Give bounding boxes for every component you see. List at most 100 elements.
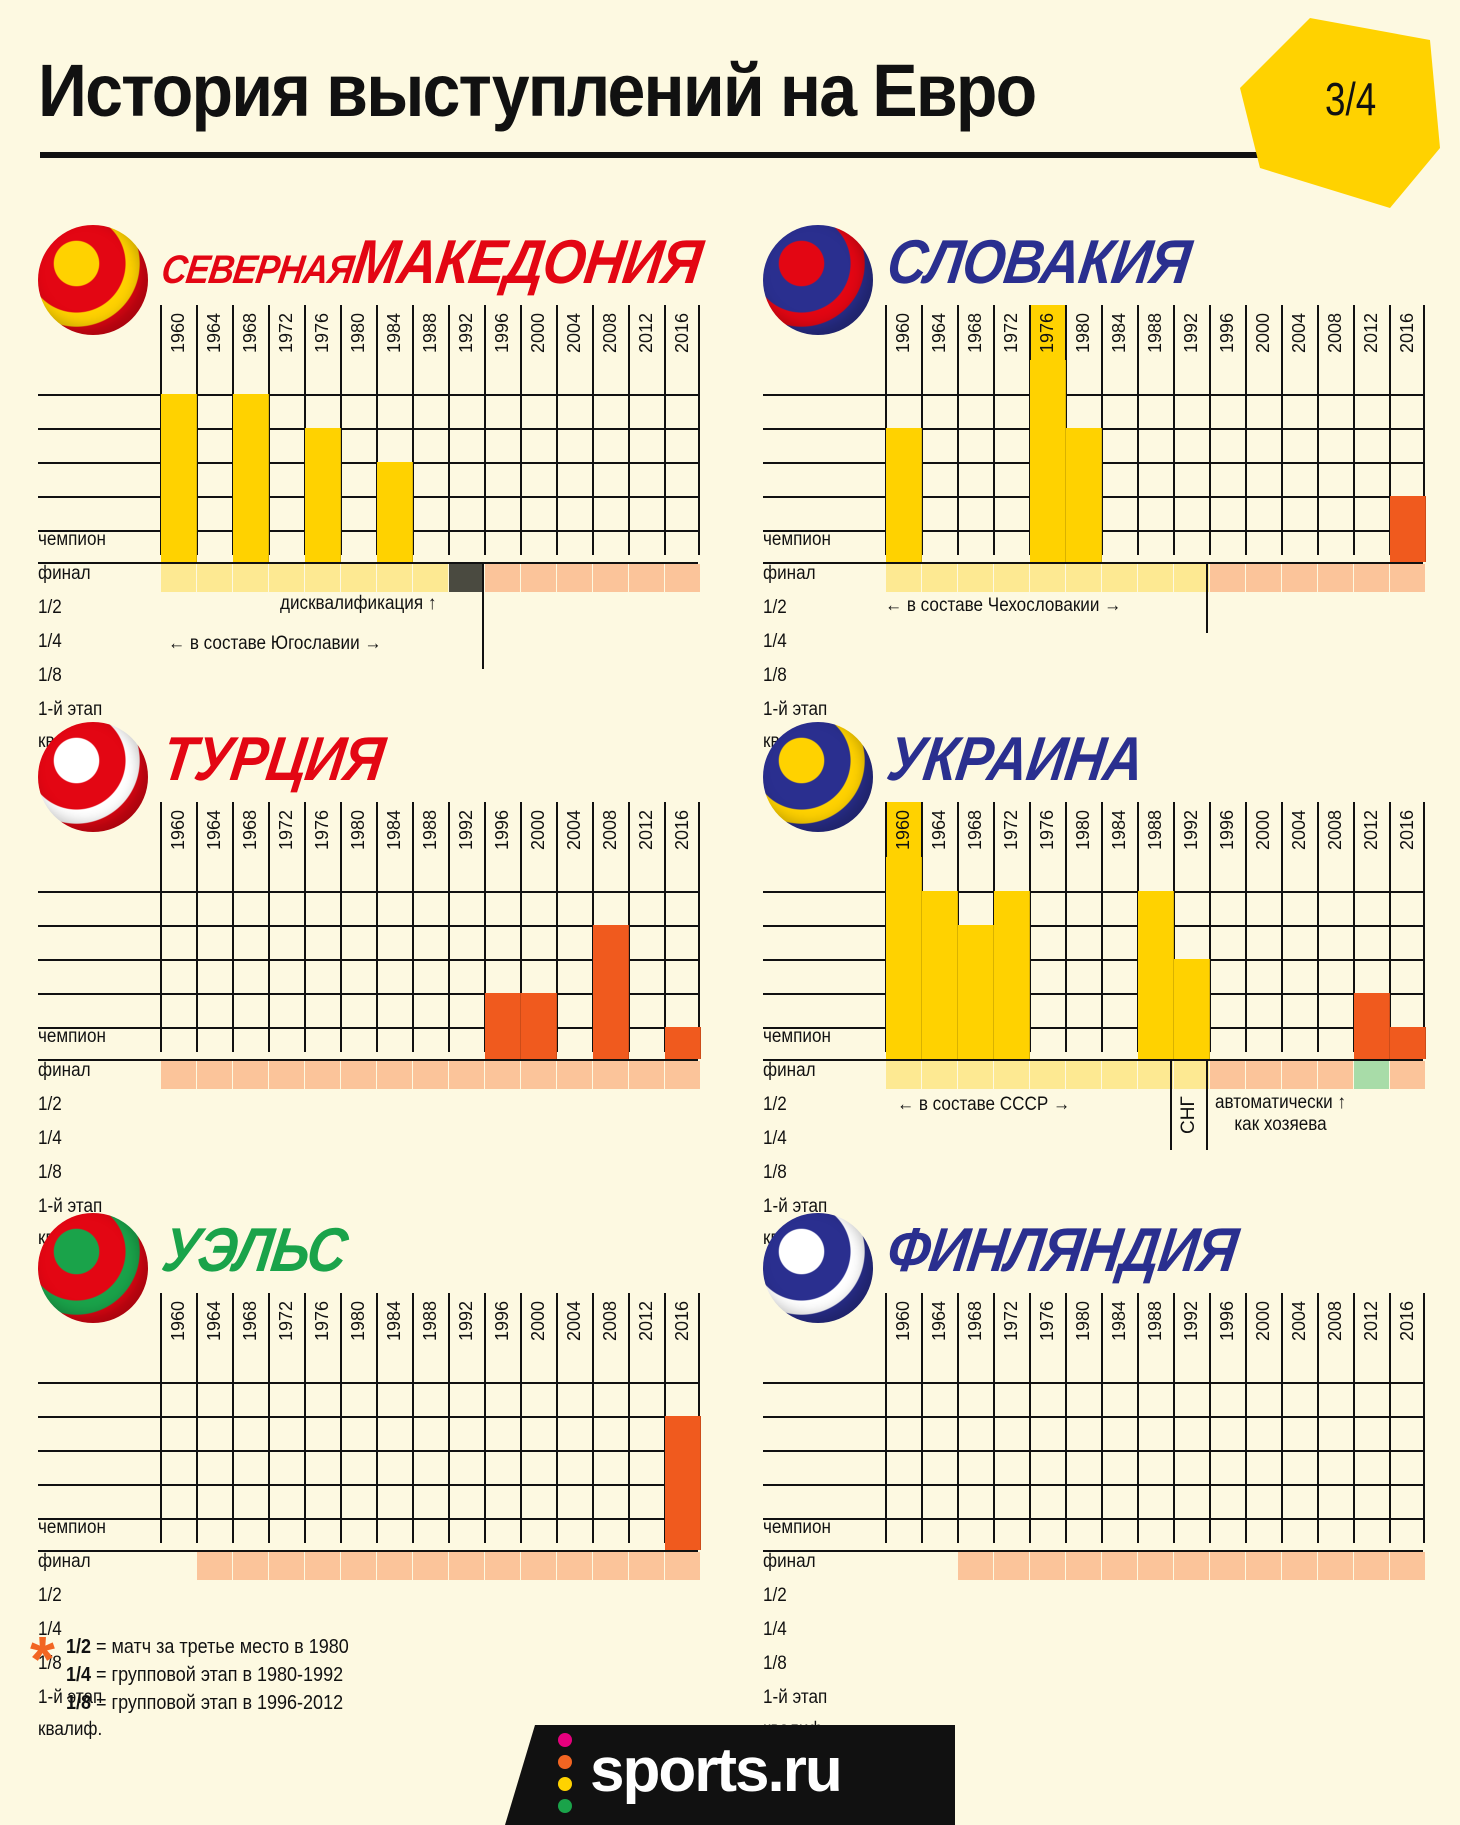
result-bar bbox=[161, 394, 197, 562]
column-divider bbox=[160, 802, 162, 1052]
country-name-part: ТУРЦИЯ bbox=[158, 725, 389, 794]
year-label: 2012 bbox=[1361, 809, 1381, 850]
column-divider bbox=[1423, 802, 1425, 1052]
sports-ru-logo[interactable]: sports.ru bbox=[590, 1736, 843, 1805]
qualification-cell bbox=[593, 1061, 629, 1089]
year-label: 1992 bbox=[456, 1300, 476, 1341]
year-label: 1996 bbox=[492, 1300, 512, 1341]
stage-label: 1/4 bbox=[763, 631, 787, 652]
stage-label: 1-й этап bbox=[763, 1196, 828, 1217]
column-divider bbox=[484, 1293, 486, 1543]
row-divider bbox=[763, 1416, 1423, 1418]
qualification-cell bbox=[1138, 564, 1174, 592]
year-label: 1980 bbox=[348, 1300, 368, 1341]
annotation-divider bbox=[1206, 1060, 1208, 1150]
column-divider bbox=[1317, 1293, 1319, 1543]
stage-label: 1/2 bbox=[763, 1094, 787, 1115]
qualification-cell bbox=[1174, 1061, 1210, 1089]
legend-key: 1/2 bbox=[66, 1636, 92, 1658]
year-label: 1964 bbox=[204, 312, 224, 353]
row-divider bbox=[763, 925, 1423, 927]
year-label: 1988 bbox=[420, 809, 440, 850]
row-divider bbox=[38, 1484, 698, 1486]
legend-line-1: 1/2 = матч за третье место в 1980 bbox=[66, 1636, 349, 1659]
column-divider bbox=[1245, 305, 1247, 555]
qualification-cell bbox=[1390, 564, 1426, 592]
column-divider bbox=[1389, 1293, 1391, 1543]
annotation-yugoslavia: ← в составе Югославии → bbox=[168, 633, 382, 655]
qualification-cell bbox=[305, 1061, 341, 1089]
stage-label: финал bbox=[763, 1551, 816, 1572]
legend-line-3: 1/8 = групповой этап в 1996-2012 bbox=[66, 1692, 343, 1715]
column-divider bbox=[1101, 305, 1103, 555]
year-label: 1968 bbox=[240, 312, 260, 353]
column-divider bbox=[376, 802, 378, 1052]
stage-label: чемпион bbox=[763, 1026, 831, 1047]
qualification-cell bbox=[233, 564, 269, 592]
row-divider bbox=[38, 1059, 698, 1061]
qualification-cell bbox=[377, 1061, 413, 1089]
qualification-cell bbox=[1102, 564, 1138, 592]
column-divider bbox=[1209, 1293, 1211, 1543]
annotation-ussr: ← в составе СССР → bbox=[897, 1094, 1070, 1116]
row-divider bbox=[763, 1382, 1423, 1384]
row-divider bbox=[763, 993, 1423, 995]
stage-label: 1-й этап bbox=[38, 1196, 103, 1217]
row-divider bbox=[763, 891, 1423, 893]
stage-label: 1-й этап bbox=[38, 699, 103, 720]
qualification-cell bbox=[958, 1552, 994, 1580]
qualification-cell bbox=[485, 1552, 521, 1580]
qualification-cell bbox=[1246, 564, 1282, 592]
year-label: 2004 bbox=[564, 1300, 584, 1341]
panel-wales: УЭЛЬС 1960 1964 1968 1972 1976 1980 1984 1988 199… bbox=[0, 1193, 715, 1740]
year-label: 1980 bbox=[1073, 1300, 1093, 1341]
year-label: 2016 bbox=[672, 809, 692, 850]
qualification-cell bbox=[665, 1061, 701, 1089]
year-label: 1996 bbox=[1217, 1300, 1237, 1341]
annotation-czechoslovakia: ← в составе Чехословакии → bbox=[885, 595, 1121, 617]
column-divider bbox=[1065, 802, 1067, 1052]
column-divider bbox=[196, 305, 198, 555]
year-label: 1996 bbox=[1217, 312, 1237, 353]
year-label: 1960 bbox=[168, 312, 188, 353]
annotation-cis: СНГ bbox=[1178, 1096, 1199, 1134]
legend-key: 1/4 bbox=[66, 1664, 92, 1686]
column-divider bbox=[628, 1293, 630, 1543]
result-bar bbox=[1138, 891, 1174, 1059]
year-label: 1980 bbox=[1073, 312, 1093, 353]
year-label: 1964 bbox=[929, 1300, 949, 1341]
column-divider bbox=[340, 1293, 342, 1543]
stage-label: чемпион bbox=[763, 529, 831, 550]
qualification-cell bbox=[1354, 1061, 1390, 1089]
qualification-cell bbox=[1030, 1552, 1066, 1580]
result-bar bbox=[665, 1027, 701, 1059]
qualification-cell bbox=[1390, 1061, 1426, 1089]
column-divider bbox=[448, 1293, 450, 1543]
column-divider bbox=[376, 1293, 378, 1543]
qualification-cell bbox=[1390, 1552, 1426, 1580]
qualification-cell bbox=[629, 1552, 665, 1580]
row-divider bbox=[763, 1550, 1423, 1552]
column-divider bbox=[885, 1293, 887, 1543]
column-divider bbox=[1281, 1293, 1283, 1543]
annotation-text: дисквалификация bbox=[280, 593, 424, 614]
result-bar bbox=[886, 428, 922, 562]
column-divider bbox=[921, 305, 923, 555]
country-name: УЭЛЬС bbox=[158, 1215, 351, 1286]
year-label: 1980 bbox=[348, 809, 368, 850]
row-divider bbox=[38, 530, 698, 532]
stage-label: 1/2 bbox=[763, 597, 787, 618]
year-label: 1960 bbox=[893, 312, 913, 353]
country-name: СЛОВАКИЯ bbox=[883, 227, 1195, 298]
result-bar bbox=[922, 891, 958, 1059]
left-arrow-icon: ← bbox=[897, 1094, 915, 1115]
column-divider bbox=[412, 1293, 414, 1543]
qualification-cell bbox=[377, 1552, 413, 1580]
year-label: 1984 bbox=[1109, 312, 1129, 353]
year-label: 2008 bbox=[1325, 809, 1345, 850]
column-divider bbox=[484, 802, 486, 1052]
qualification-cell bbox=[197, 564, 233, 592]
column-divider bbox=[412, 802, 414, 1052]
stage-label: 1/8 bbox=[38, 1653, 62, 1674]
row-divider bbox=[763, 1450, 1423, 1452]
